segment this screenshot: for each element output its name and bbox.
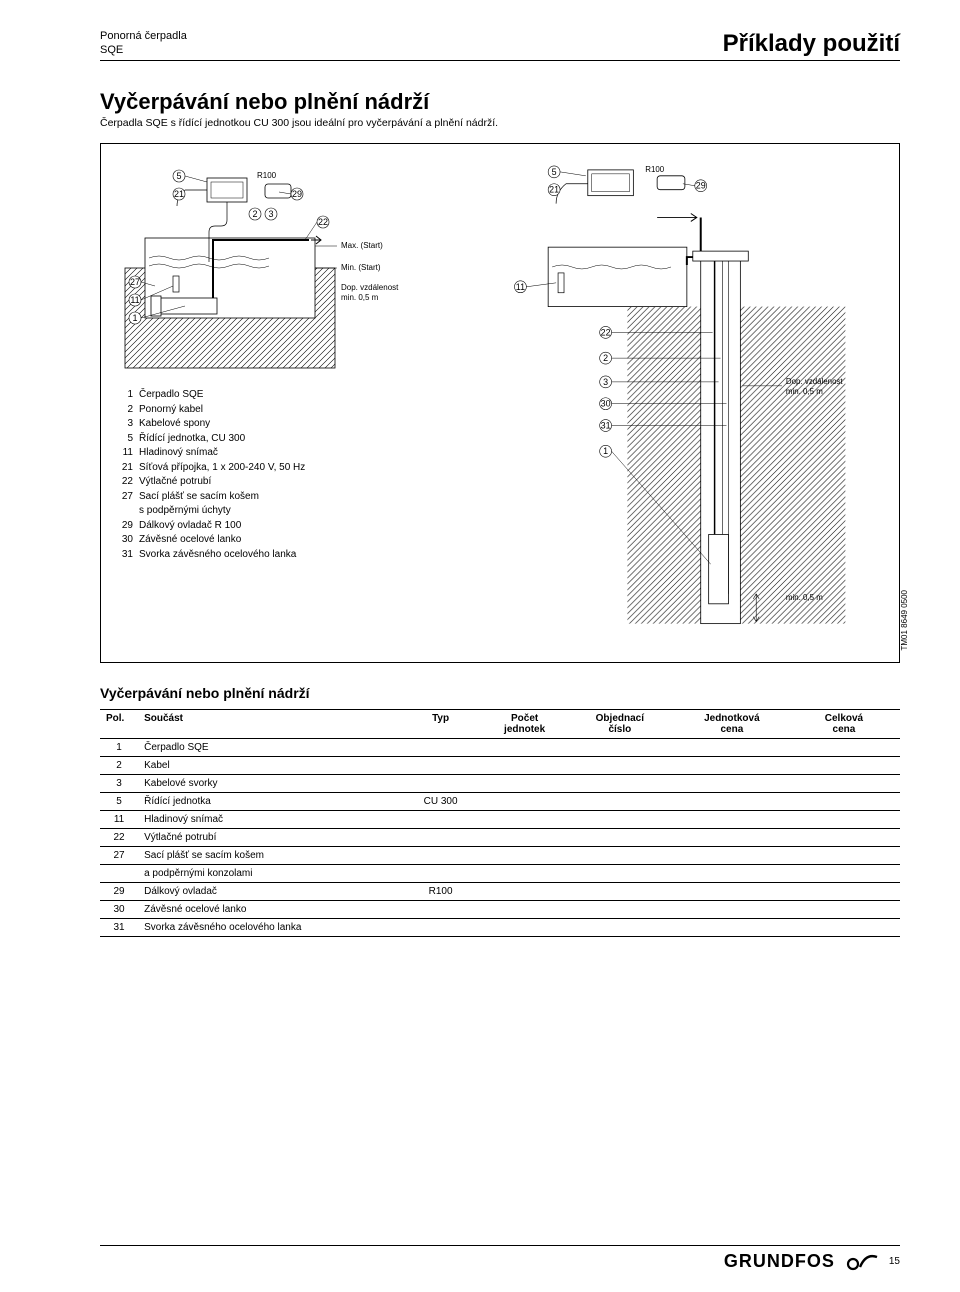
svg-text:3: 3 bbox=[268, 209, 273, 219]
table-row: 5Řídící jednotkaCU 300 bbox=[100, 793, 900, 811]
legend-item: 29Dálkový ovladač R 100 bbox=[115, 519, 435, 534]
table-row: 11Hladinový snímač bbox=[100, 811, 900, 829]
legend-item: 2Ponorný kabel bbox=[115, 403, 435, 418]
legend-item: 1Čerpadlo SQE bbox=[115, 388, 435, 403]
table-row: 27Sací plášť se sacím košem bbox=[100, 847, 900, 865]
svg-text:5: 5 bbox=[176, 171, 181, 181]
svg-text:27: 27 bbox=[130, 277, 140, 287]
table-row: 3Kabelové svorky bbox=[100, 775, 900, 793]
svg-text:11: 11 bbox=[130, 295, 139, 305]
svg-text:Dop. vzdálenost: Dop. vzdálenost bbox=[786, 377, 843, 386]
table-row: 2Kabel bbox=[100, 757, 900, 775]
legend-item: 21Síťová přípojka, 1 x 200-240 V, 50 Hz bbox=[115, 461, 435, 476]
table-row: 31Svorka závěsného ocelového lanka bbox=[100, 919, 900, 937]
page-header: Ponorná čerpadla SQE Příklady použití bbox=[100, 30, 900, 61]
page-number: 15 bbox=[889, 1256, 900, 1267]
grundfos-icon bbox=[845, 1250, 879, 1272]
legend-item: 30Závěsné ocelové lanko bbox=[115, 533, 435, 548]
svg-text:Max. (Start): Max. (Start) bbox=[341, 241, 383, 250]
col-pocet: Početjednotek bbox=[485, 710, 563, 739]
svg-text:22: 22 bbox=[601, 327, 611, 337]
svg-text:2: 2 bbox=[603, 353, 608, 363]
svg-text:1: 1 bbox=[603, 446, 608, 456]
col-soucast: Součást bbox=[138, 710, 396, 739]
legend-item: 31Svorka závěsného ocelového lanka bbox=[115, 548, 435, 563]
table-title: Vyčerpávání nebo plnění nádrží bbox=[100, 685, 900, 701]
table-row: 30Závěsné ocelové lanko bbox=[100, 901, 900, 919]
legend-item: 27Sací plášť se sacím košem bbox=[115, 490, 435, 505]
diagram-right: 5 21 29 R100 11 22 2 bbox=[459, 158, 885, 643]
svg-text:1: 1 bbox=[132, 313, 137, 323]
header-right: Příklady použití bbox=[723, 30, 900, 58]
col-pol: Pol. bbox=[100, 710, 138, 739]
svg-text:R100: R100 bbox=[257, 171, 277, 180]
svg-text:31: 31 bbox=[601, 420, 611, 430]
svg-text:5: 5 bbox=[552, 167, 557, 177]
header-line2: SQE bbox=[100, 44, 187, 58]
col-celk: Celkovácena bbox=[788, 710, 900, 739]
legend-item: s podpěrnými úchyty bbox=[115, 504, 435, 519]
svg-text:min. 0,5 m: min. 0,5 m bbox=[786, 593, 823, 602]
svg-text:22: 22 bbox=[318, 217, 328, 227]
parts-table: Pol. Součást Typ Početjednotek Objednací… bbox=[100, 709, 900, 937]
diagram-left: 27 11 1 5 21 R100 29 2 3 bbox=[115, 158, 435, 378]
svg-text:Dop. vzdálenost: Dop. vzdálenost bbox=[341, 283, 399, 292]
page-subtitle: Čerpadla SQE s řídící jednotkou CU 300 j… bbox=[100, 117, 900, 129]
figure-right-col: 5 21 29 R100 11 22 2 bbox=[459, 158, 885, 650]
table-row: 29Dálkový ovladačR100 bbox=[100, 883, 900, 901]
legend-item: 11Hladinový snímač bbox=[115, 446, 435, 461]
header-left: Ponorná čerpadla SQE bbox=[100, 30, 187, 58]
figure-left-col: 27 11 1 5 21 R100 29 2 3 bbox=[115, 158, 435, 650]
svg-text:21: 21 bbox=[174, 189, 184, 199]
page-title: Vyčerpávání nebo plnění nádrží bbox=[100, 89, 900, 115]
table-row: a podpěrnými konzolami bbox=[100, 865, 900, 883]
svg-text:min. 0,5 m: min. 0,5 m bbox=[341, 293, 379, 302]
col-typ: Typ bbox=[396, 710, 486, 739]
svg-text:2: 2 bbox=[252, 209, 257, 219]
svg-text:30: 30 bbox=[601, 399, 611, 409]
col-obj: Objednacíčíslo bbox=[564, 710, 676, 739]
svg-text:21: 21 bbox=[549, 185, 559, 195]
svg-text:min. 0,5 m: min. 0,5 m bbox=[786, 387, 823, 396]
col-jedn: Jednotkovácena bbox=[676, 710, 788, 739]
figure-legend: 1Čerpadlo SQE2Ponorný kabel3Kabelové spo… bbox=[115, 388, 435, 562]
svg-text:11: 11 bbox=[516, 282, 525, 292]
footer-logo: GRUNDFOS 15 bbox=[724, 1250, 900, 1272]
table-row: 1Čerpadlo SQE bbox=[100, 739, 900, 757]
header-line1: Ponorná čerpadla bbox=[100, 30, 187, 44]
svg-text:Min. (Start): Min. (Start) bbox=[341, 263, 381, 272]
svg-text:29: 29 bbox=[696, 181, 706, 191]
table-row: 22Výtlačné potrubí bbox=[100, 829, 900, 847]
logo-text: GRUNDFOS bbox=[724, 1251, 835, 1272]
legend-item: 5Řídící jednotka, CU 300 bbox=[115, 432, 435, 447]
svg-text:R100: R100 bbox=[645, 165, 665, 174]
svg-text:29: 29 bbox=[292, 189, 302, 199]
tm-code: TM01 8649 0500 bbox=[900, 590, 909, 651]
svg-text:3: 3 bbox=[603, 377, 608, 387]
legend-item: 3Kabelové spony bbox=[115, 417, 435, 432]
figure-box: 27 11 1 5 21 R100 29 2 3 bbox=[100, 143, 900, 663]
table-header-row: Pol. Součást Typ Početjednotek Objednací… bbox=[100, 710, 900, 739]
page-footer: GRUNDFOS 15 bbox=[100, 1245, 900, 1272]
legend-item: 22Výtlačné potrubí bbox=[115, 475, 435, 490]
